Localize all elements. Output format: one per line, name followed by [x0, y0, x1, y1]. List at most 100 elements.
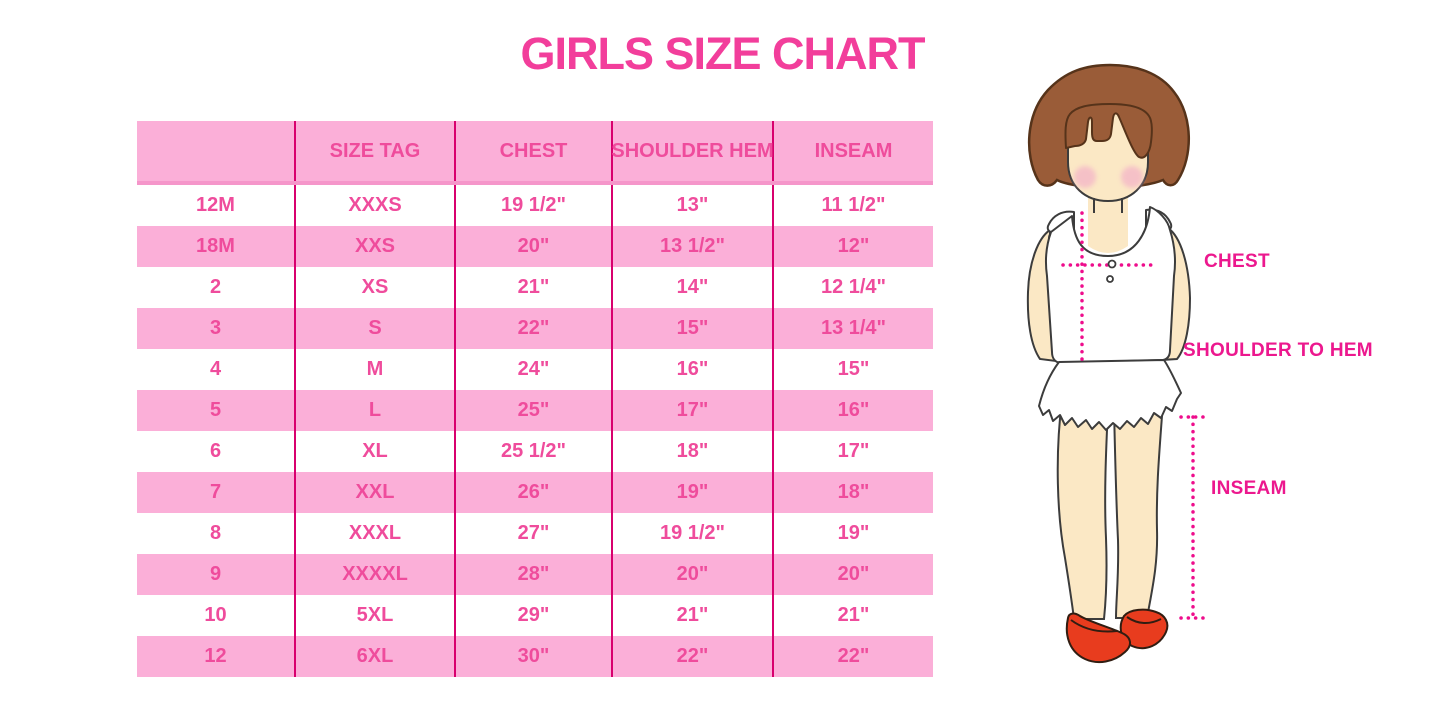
- table-cell: 17": [837, 440, 870, 462]
- table-cell: 18M: [137, 226, 296, 267]
- shoe-left: [1065, 612, 1131, 664]
- table-cell: 13 1/2": [613, 226, 774, 267]
- table-cell: 19": [837, 522, 870, 544]
- column-header-chest: CHEST: [456, 121, 613, 181]
- table-cell: 20": [456, 226, 613, 267]
- table-cell: 5: [137, 390, 296, 431]
- table-cell: 16": [613, 349, 774, 390]
- blush-left-icon: [1074, 166, 1096, 188]
- table-cell: 13": [613, 185, 774, 226]
- table-cell: L: [296, 390, 456, 431]
- table-cell: 21": [837, 604, 870, 626]
- table-cell: 28": [456, 554, 613, 595]
- neck-outline: [1093, 198, 1123, 213]
- table-row: 7 XXL 26" 19" 18": [137, 472, 933, 513]
- blush-right-icon: [1121, 166, 1143, 188]
- table-cell: 21": [613, 595, 774, 636]
- table-cell: 30": [456, 636, 613, 677]
- table-cell: S: [296, 308, 456, 349]
- table-row: 12M XXXS 19 1/2" 13" 11 1/2": [137, 185, 933, 226]
- table-row: 2 XS 21" 14" 12 1/4": [137, 267, 933, 308]
- table-cell: 6XL: [296, 636, 456, 677]
- table-cell: XXXL: [296, 513, 456, 554]
- table-row: 6 XL 25 1/2" 18" 17": [137, 431, 933, 472]
- table-cell: XXXS: [296, 185, 456, 226]
- table-cell: XXXXL: [296, 554, 456, 595]
- shirt-button-bottom: [1106, 275, 1114, 283]
- table-cell: 19": [613, 472, 774, 513]
- table-cell: 24": [456, 349, 613, 390]
- table-cell: 20": [837, 563, 870, 585]
- table-cell: 13 1/4": [820, 317, 887, 339]
- table-cell: XXL: [296, 472, 456, 513]
- table-row: 5 L 25" 17" 16": [137, 390, 933, 431]
- column-header-blank: [137, 121, 296, 181]
- table-cell: 22": [613, 636, 774, 677]
- table-row: 9 XXXXL 28" 20" 20": [137, 554, 933, 595]
- table-cell: 6: [137, 431, 296, 472]
- table-cell: 17": [613, 390, 774, 431]
- shirt-button-top: [1107, 259, 1117, 269]
- skirt: [1038, 359, 1182, 431]
- table-cell: 3: [137, 308, 296, 349]
- table-cell: XL: [296, 431, 456, 472]
- bangs: [1064, 103, 1153, 159]
- column-header-size-tag: SIZE TAG: [296, 121, 456, 181]
- table-cell: 22": [456, 308, 613, 349]
- table-cell: 12 1/4": [820, 276, 887, 298]
- table-cell: 29": [456, 595, 613, 636]
- table-cell: 11 1/2": [821, 194, 886, 216]
- leg-right: [1112, 400, 1165, 619]
- table-cell: 18": [613, 431, 774, 472]
- table-cell: 10: [137, 595, 296, 636]
- table-cell: 19 1/2": [456, 185, 613, 226]
- table-cell: 22": [837, 645, 870, 667]
- table-cell: 5XL: [296, 595, 456, 636]
- table-cell: 12": [837, 235, 870, 257]
- table-cell: 27": [456, 513, 613, 554]
- girl-illustration: [1026, 63, 1206, 664]
- neck-skin: [1088, 194, 1128, 253]
- table-row: 12 6XL 30" 22" 22": [137, 636, 933, 677]
- table-cell: 15": [837, 358, 870, 380]
- table-cell: 16": [837, 399, 870, 421]
- table-cell: 8: [137, 513, 296, 554]
- shoulder-to-hem-label: SHOULDER TO HEM: [1183, 340, 1373, 361]
- table-cell: XXS: [296, 226, 456, 267]
- column-header-shoulder-hem: SHOULDER HEM: [611, 121, 774, 181]
- size-chart-table: SIZE TAG CHEST SHOULDER HEM INSEAM 12M XX…: [137, 121, 933, 677]
- table-cell: 4: [137, 349, 296, 390]
- table-cell: 19 1/2": [613, 513, 774, 554]
- table-cell: XS: [296, 267, 456, 308]
- column-header-inseam: INSEAM: [814, 139, 893, 162]
- table-row: 8 XXXL 27" 19 1/2" 19": [137, 513, 933, 554]
- table-cell: 25": [456, 390, 613, 431]
- table-row: 18M XXS 20" 13 1/2" 12": [137, 226, 933, 267]
- inseam-measure-line: [1179, 415, 1206, 620]
- page-title: GIRLS SIZE CHART: [520, 28, 925, 79]
- chest-label: CHEST: [1204, 251, 1270, 272]
- table-cell: 9: [137, 554, 296, 595]
- table-row: 10 5XL 29" 21" 21": [137, 595, 933, 636]
- table-cell: 14": [613, 267, 774, 308]
- table-cell: 15": [613, 308, 774, 349]
- table-cell: 12: [137, 636, 296, 677]
- table-cell: 20": [613, 554, 774, 595]
- table-cell: 18": [837, 481, 870, 503]
- table-cell: 26": [456, 472, 613, 513]
- table-header-row: SIZE TAG CHEST SHOULDER HEM INSEAM: [137, 121, 933, 185]
- table-cell: 21": [456, 267, 613, 308]
- table-body: 12M XXXS 19 1/2" 13" 11 1/2" 18M XXS 20" 13 1/2"…: [137, 185, 933, 677]
- table-cell: 7: [137, 472, 296, 513]
- table-cell: 12M: [137, 185, 296, 226]
- leg-left: [1056, 398, 1110, 620]
- shirt: [1045, 206, 1176, 364]
- table-row: 4 M 24" 16" 15": [137, 349, 933, 390]
- table-row: 3 S 22" 15" 13 1/4": [137, 308, 933, 349]
- table-cell: M: [296, 349, 456, 390]
- table-cell: 2: [137, 267, 296, 308]
- size-diagram: CHEST SHOULDER TO HEM INSEAM: [1000, 60, 1445, 723]
- inseam-label: INSEAM: [1211, 478, 1287, 499]
- table-cell: 25 1/2": [456, 431, 613, 472]
